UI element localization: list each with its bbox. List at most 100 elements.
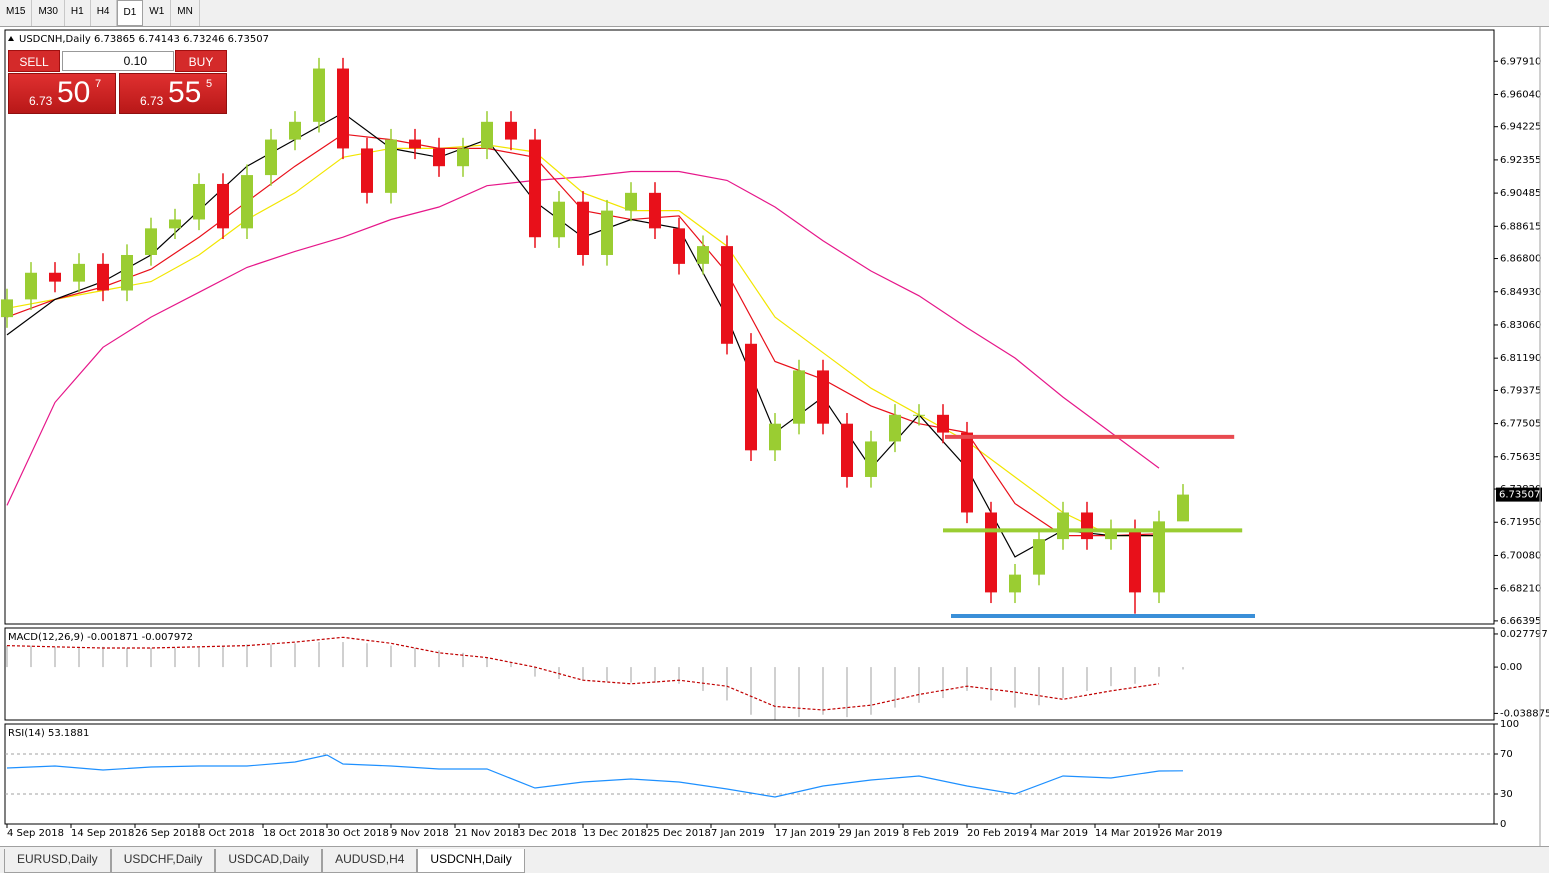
candle-body <box>769 423 781 451</box>
candle-body <box>97 263 109 291</box>
x-tick-label: 14 Mar 2019 <box>1095 828 1158 839</box>
chart-tab[interactable]: USDCNH,Daily <box>417 849 525 873</box>
candle-body <box>361 148 373 193</box>
current-price-box <box>1496 487 1542 502</box>
y-tick-label: 6.88615 <box>1500 221 1541 232</box>
candle-body <box>481 121 493 149</box>
y-tick-label: 6.75635 <box>1500 452 1541 463</box>
x-tick-label: 8 Feb 2019 <box>903 828 959 839</box>
candle-body <box>241 175 253 229</box>
x-tick-label: 13 Dec 2018 <box>583 828 647 839</box>
chart-tab[interactable]: AUDUSD,H4 <box>322 849 418 873</box>
ask-quote[interactable]: 6.73 55 5 <box>119 73 227 114</box>
y-tick-label: 70 <box>1500 749 1513 760</box>
x-tick-label: 29 Jan 2019 <box>839 828 899 839</box>
lot-input[interactable]: 0.10 <box>62 51 174 71</box>
bid-point: 7 <box>95 78 102 90</box>
chart-tab[interactable]: USDCHF,Daily <box>110 849 216 873</box>
signal-line <box>6 636 1160 711</box>
y-tick-label: 6.94225 <box>1500 122 1541 133</box>
chart-tab[interactable]: USDCAD,Daily <box>215 849 323 873</box>
candle-body <box>121 254 133 291</box>
candle-body <box>145 228 157 255</box>
y-tick-label: 6.97910 <box>1500 56 1541 67</box>
candle-body <box>193 183 205 220</box>
candle-body <box>73 263 85 282</box>
candle-body <box>625 192 637 211</box>
rsi-line <box>6 754 1184 798</box>
candle-body <box>745 343 757 451</box>
x-tick-label: 30 Oct 2018 <box>327 828 389 839</box>
candle-body <box>313 68 325 122</box>
candle-body <box>793 370 805 424</box>
candle-body <box>889 414 901 442</box>
candle-body <box>1033 539 1045 575</box>
candle-body <box>913 414 925 416</box>
bid-big: 6.73 <box>29 94 53 108</box>
trade-panel: SELL 0.10 BUY 6.73 50 7 6.73 55 5 <box>8 50 227 114</box>
x-tick-label: 18 Oct 2018 <box>263 828 325 839</box>
x-tick-label: 3 Dec 2018 <box>519 828 577 839</box>
candle-body <box>577 201 589 255</box>
candle-body <box>169 219 181 229</box>
candle-body <box>25 272 37 300</box>
y-tick-label: 6.68210 <box>1500 584 1541 595</box>
candle-body <box>673 228 685 264</box>
timeframe-button[interactable]: W1 <box>143 0 172 26</box>
panel-frame <box>4 627 1495 721</box>
candle-body <box>841 423 853 477</box>
candle-body <box>721 246 733 344</box>
ask-pips: 55 <box>168 76 202 109</box>
candle-body <box>1177 494 1189 522</box>
candle-body <box>337 68 349 149</box>
y-tick-label: 0 <box>1500 819 1506 830</box>
panel-title: RSI(14) 53.1881 <box>8 728 89 739</box>
y-tick-label: 0.027797 <box>1500 629 1548 640</box>
panel-frame <box>4 723 1495 825</box>
candle-body <box>409 139 421 149</box>
candle-body <box>961 432 973 513</box>
timeframe-button[interactable]: M15 <box>0 0 33 26</box>
timeframe-button[interactable]: MN <box>171 0 200 26</box>
x-tick-label: 8 Oct 2018 <box>199 828 254 839</box>
chart-tab[interactable]: EURUSD,Daily <box>4 849 111 873</box>
buy-button[interactable]: BUY <box>175 50 227 72</box>
sell-button[interactable]: SELL <box>8 50 60 72</box>
candle-body <box>1009 574 1021 593</box>
timeframe-button[interactable]: H1 <box>65 0 91 26</box>
y-tick-label: 6.71950 <box>1500 517 1541 528</box>
y-tick-label: 6.79375 <box>1500 385 1541 396</box>
y-tick-label: 0.00 <box>1500 662 1522 673</box>
y-tick-label: 6.66395 <box>1500 616 1541 627</box>
collapse-icon <box>8 36 14 41</box>
candle-body <box>1 299 13 318</box>
timeframe-button[interactable]: M30 <box>32 0 65 26</box>
timeframe-button[interactable]: D1 <box>116 0 144 26</box>
candle-body <box>817 370 829 424</box>
candle-body <box>289 121 301 140</box>
candle-body <box>1057 512 1069 540</box>
moving-average <box>6 170 1160 506</box>
candle-body <box>1081 512 1093 540</box>
y-tick-label: 100 <box>1500 719 1519 730</box>
x-tick-label: 17 Jan 2019 <box>775 828 835 839</box>
panel-title: USDCNH,Daily 6.73865 6.74143 6.73246 6.7… <box>19 34 269 45</box>
candle-body <box>49 272 61 282</box>
x-tick-label: 4 Mar 2019 <box>1031 828 1088 839</box>
moving-average <box>6 112 1159 558</box>
timeframe-toolbar: M15 M30 H1 H4 D1 W1 MN <box>0 0 1549 27</box>
candle-body <box>433 148 445 167</box>
candle-body <box>697 246 709 264</box>
bid-quote[interactable]: 6.73 50 7 <box>8 73 116 114</box>
x-tick-label: 21 Nov 2018 <box>455 828 519 839</box>
y-tick-label: 6.81190 <box>1500 353 1541 364</box>
x-tick-label: 25 Dec 2018 <box>647 828 711 839</box>
y-tick-label: 30 <box>1500 789 1513 800</box>
timeframe-button[interactable]: H4 <box>91 0 117 26</box>
chart-tabs: EURUSD,Daily USDCHF,Daily USDCAD,Daily AUDU… <box>0 846 1549 873</box>
candle-body <box>1129 530 1141 593</box>
y-tick-label: 6.77505 <box>1500 419 1541 430</box>
candle-body <box>937 414 949 433</box>
candle-body <box>457 148 469 167</box>
